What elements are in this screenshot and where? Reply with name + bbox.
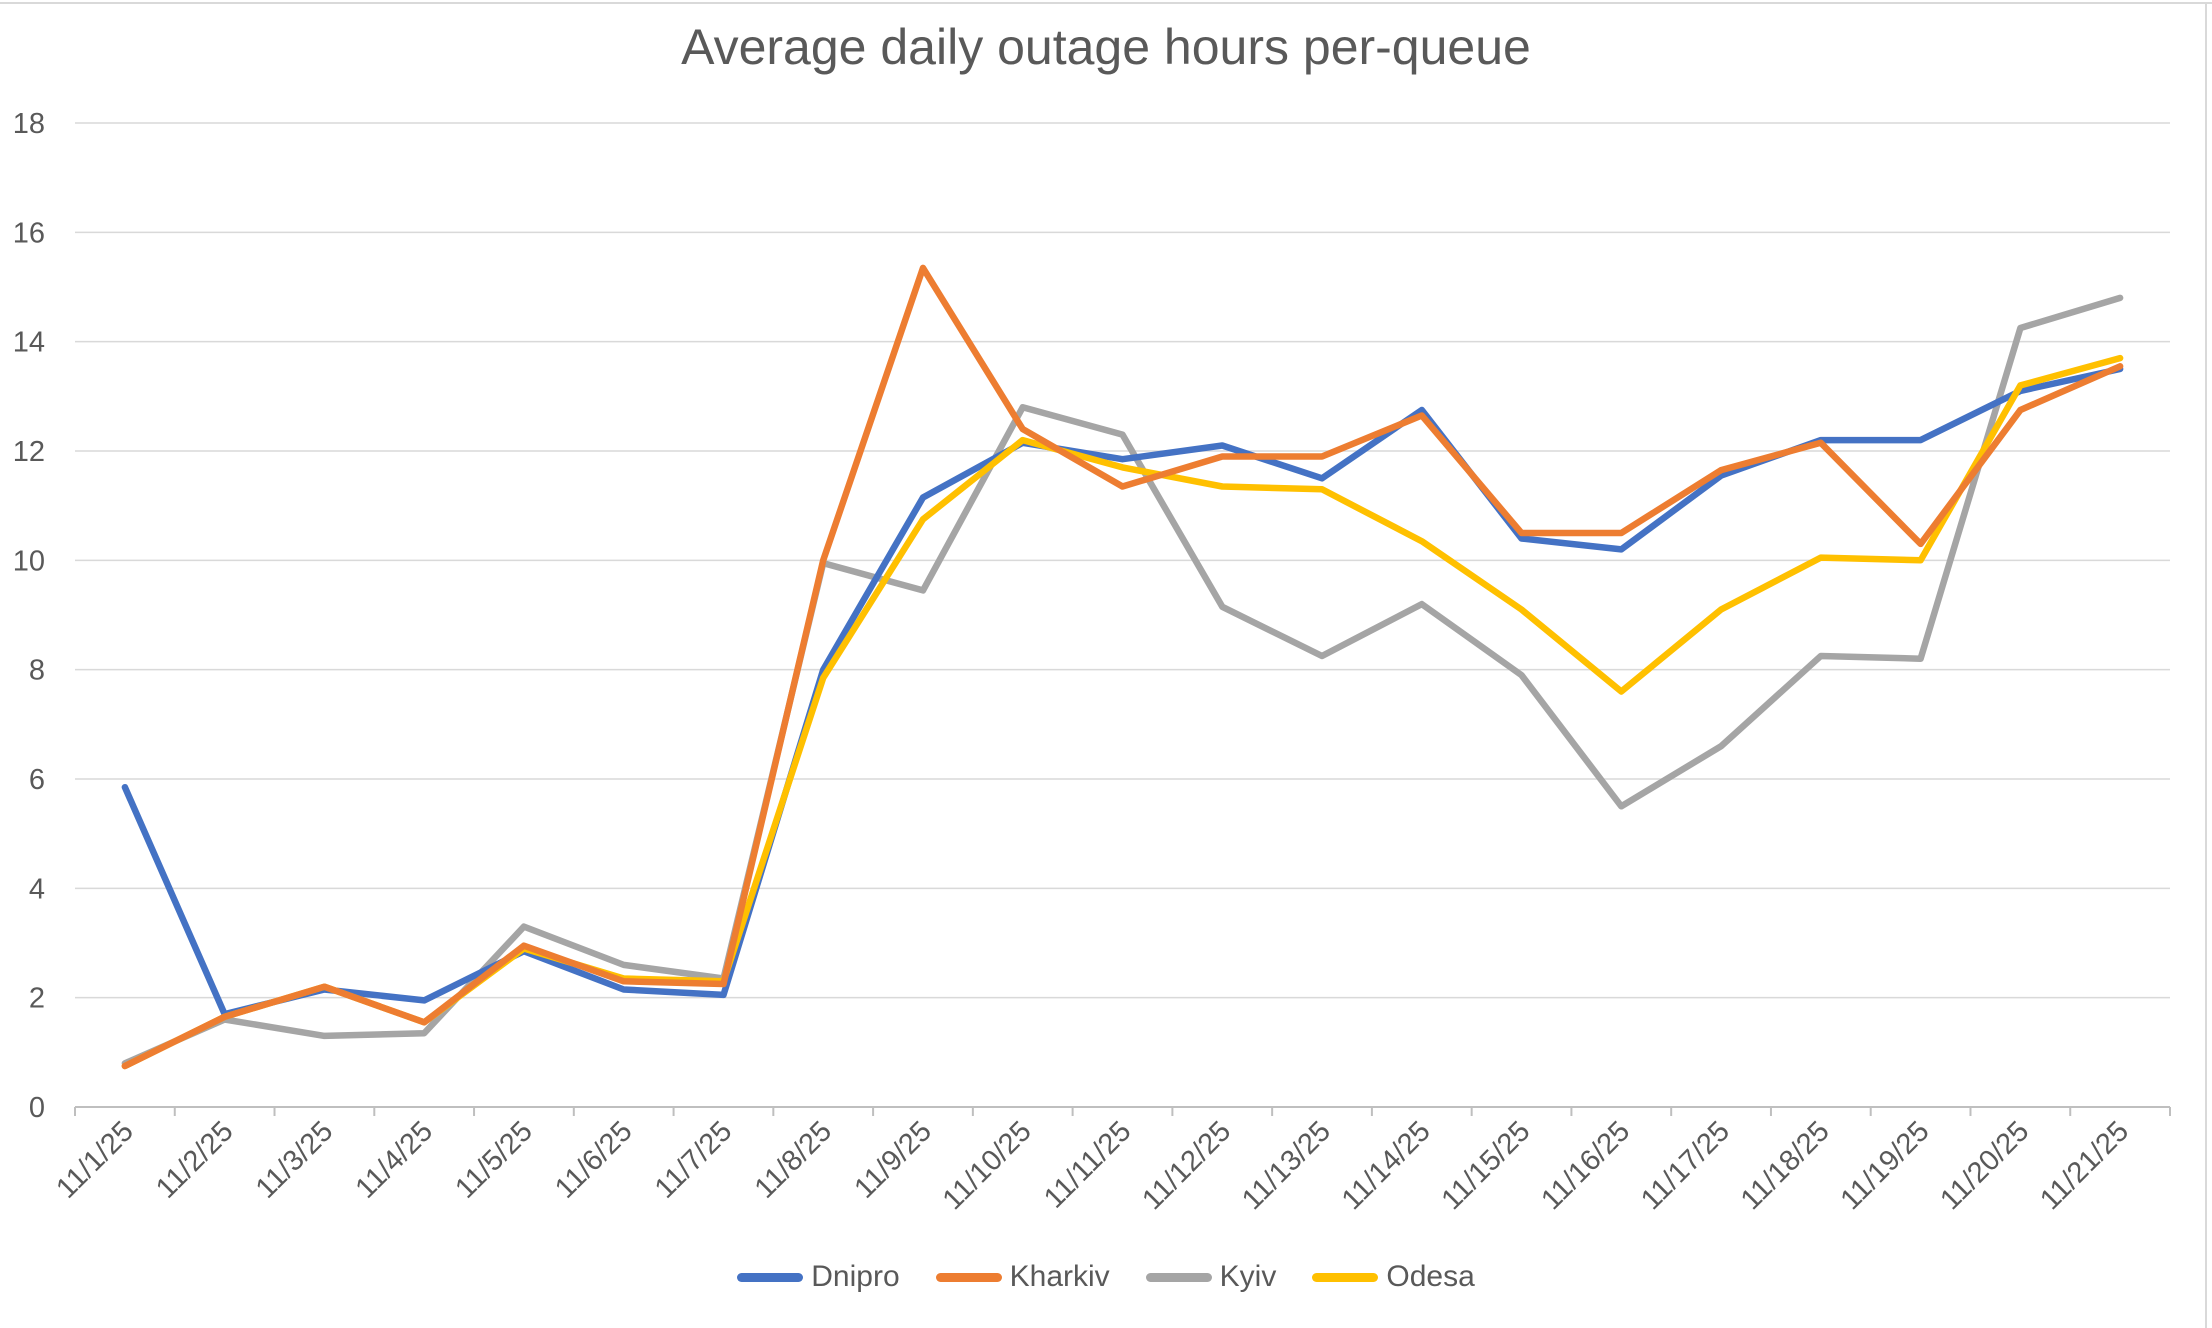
chart-area-border-top [0, 2, 2212, 4]
y-axis-label-0: 0 [29, 1092, 45, 1124]
series-line-kyiv [121, 294, 2124, 1067]
legend-swatch-kharkiv [935, 1272, 1002, 1282]
legend-swatch-odesa [1312, 1272, 1379, 1282]
series-line-odesa [121, 354, 2124, 1070]
legend-item-kharkiv: Kharkiv [935, 1260, 1110, 1294]
y-axis-label-18: 18 [13, 108, 45, 140]
x-axis-label-11/6/25: 11/6/25 [549, 1115, 639, 1205]
x-axis-label-11/9/25: 11/9/25 [848, 1115, 938, 1205]
x-axis-label-11/7/25: 11/7/25 [649, 1115, 739, 1205]
x-axis-label-11/4/25: 11/4/25 [350, 1115, 440, 1205]
y-axis-label-8: 8 [29, 655, 45, 687]
x-axis-label-11/13/25: 11/13/25 [1236, 1115, 1337, 1216]
x-axis-label-11/3/25: 11/3/25 [250, 1115, 340, 1205]
x-axis-label-11/17/25: 11/17/25 [1635, 1115, 1736, 1216]
x-axis-label-11/15/25: 11/15/25 [1436, 1115, 1537, 1216]
y-axis-label-14: 14 [13, 327, 45, 359]
legend-item-odesa: Odesa [1312, 1260, 1475, 1294]
x-axis-label-11/2/25: 11/2/25 [150, 1115, 240, 1205]
x-axis-label-11/5/25: 11/5/25 [449, 1115, 539, 1205]
legend-label-odesa: Odesa [1386, 1260, 1475, 1293]
series-line-kharkiv [121, 264, 2124, 1070]
x-axis-label-11/8/25: 11/8/25 [749, 1115, 839, 1205]
x-axis-label-11/19/25: 11/19/25 [1835, 1115, 1936, 1216]
chart-title: Average daily outage hours per-queue [681, 19, 1531, 75]
y-axis-label-10: 10 [13, 545, 45, 577]
x-axis-label-11/12/25: 11/12/25 [1136, 1115, 1237, 1216]
y-axis-label-4: 4 [29, 873, 45, 905]
legend-item-dnipro: Dnipro [737, 1260, 900, 1294]
legend-item-kyiv: Kyiv [1145, 1260, 1277, 1294]
y-axis-label-2: 2 [29, 983, 45, 1015]
y-axis-label-12: 12 [13, 436, 45, 468]
legend-label-kharkiv: Kharkiv [1009, 1260, 1110, 1293]
x-axis-label-11/18/25: 11/18/25 [1735, 1115, 1836, 1216]
y-axis-label-16: 16 [13, 217, 45, 249]
y-axis-label-6: 6 [29, 764, 45, 796]
x-axis-label-11/16/25: 11/16/25 [1535, 1115, 1636, 1216]
x-axis-label-11/1/25: 11/1/25 [50, 1115, 140, 1205]
chart-area-border-right [2205, 2, 2207, 1328]
legend-swatch-dnipro [737, 1272, 804, 1282]
x-axis-label-11/14/25: 11/14/25 [1336, 1115, 1437, 1216]
x-axis-label-11/20/25: 11/20/25 [1934, 1115, 2035, 1216]
legend-label-kyiv: Kyiv [1219, 1260, 1277, 1293]
legend-swatch-kyiv [1145, 1272, 1212, 1282]
legend: Dnipro Kharkiv Kyiv Odesa [0, 1254, 2212, 1300]
x-axis-label-11/21/25: 11/21/25 [2034, 1115, 2135, 1216]
x-axis-label-11/11/25: 11/11/25 [1038, 1115, 1137, 1214]
legend-label-dnipro: Dnipro [811, 1260, 900, 1293]
x-axis-label-11/10/25: 11/10/25 [937, 1115, 1038, 1216]
